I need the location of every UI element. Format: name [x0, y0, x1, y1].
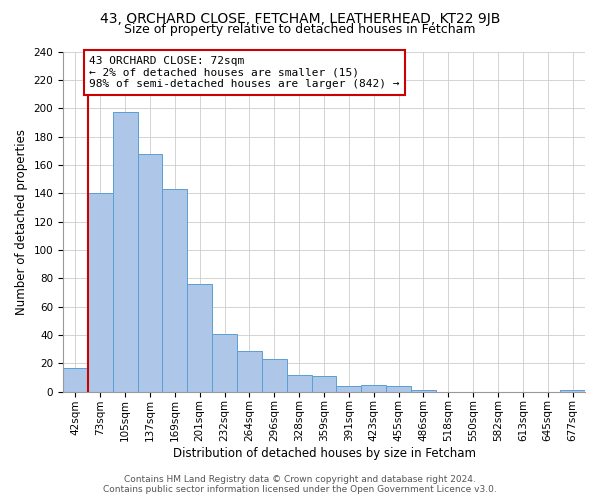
Bar: [212, 334, 237, 392]
Bar: [262, 359, 287, 392]
Bar: [560, 390, 585, 392]
Text: 43, ORCHARD CLOSE, FETCHAM, LEATHERHEAD, KT22 9JB: 43, ORCHARD CLOSE, FETCHAM, LEATHERHEAD,…: [100, 12, 500, 26]
Bar: [137, 154, 163, 392]
Bar: [88, 193, 113, 392]
Bar: [337, 386, 361, 392]
Bar: [113, 112, 137, 392]
Bar: [63, 368, 88, 392]
Bar: [287, 374, 311, 392]
Text: Size of property relative to detached houses in Fetcham: Size of property relative to detached ho…: [124, 22, 476, 36]
Text: Contains HM Land Registry data © Crown copyright and database right 2024.
Contai: Contains HM Land Registry data © Crown c…: [103, 474, 497, 494]
Y-axis label: Number of detached properties: Number of detached properties: [15, 128, 28, 314]
Bar: [163, 189, 187, 392]
Bar: [411, 390, 436, 392]
Bar: [311, 376, 337, 392]
Text: 43 ORCHARD CLOSE: 72sqm
← 2% of detached houses are smaller (15)
98% of semi-det: 43 ORCHARD CLOSE: 72sqm ← 2% of detached…: [89, 56, 400, 89]
Bar: [386, 386, 411, 392]
Bar: [361, 384, 386, 392]
Bar: [187, 284, 212, 392]
X-axis label: Distribution of detached houses by size in Fetcham: Distribution of detached houses by size …: [173, 447, 476, 460]
Bar: [237, 350, 262, 392]
